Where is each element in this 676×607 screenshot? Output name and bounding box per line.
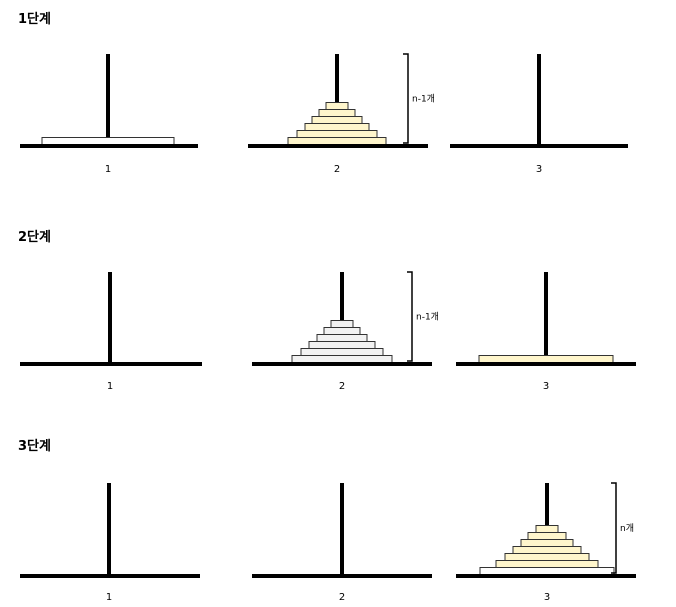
step-1-count-label: n-1개 xyxy=(412,94,435,105)
step-2-tower-2-disk-3 xyxy=(308,341,376,349)
step-2-tower-2-disk-1 xyxy=(291,355,393,363)
step-2-tower-2-disk-6 xyxy=(330,320,354,328)
step-3-title: 3단계 xyxy=(18,439,51,454)
step-1-tower-1-disk-1 xyxy=(41,137,175,145)
step-2-tower-2-label: 2 xyxy=(339,381,345,392)
step-3-count-bracket xyxy=(611,482,617,574)
step-3-tower-3-disk-6 xyxy=(527,532,567,540)
step-3-tower-2-label: 2 xyxy=(339,592,345,603)
step-1-count-bracket xyxy=(403,53,409,144)
step-1-tower-2-disk-2 xyxy=(296,130,378,138)
step-3-tower-3-disk-3 xyxy=(504,553,590,561)
step-3-tower-3-disk-5 xyxy=(520,539,574,547)
step-1-tower-2-disk-5 xyxy=(318,109,356,117)
step-2-count-label: n-1개 xyxy=(416,312,439,323)
step-1-tower-1-label: 1 xyxy=(105,164,111,175)
step-1-tower-2-label: 2 xyxy=(334,164,340,175)
step-3-tower-3-disk-1 xyxy=(479,567,615,575)
step-3-tower-3-disk-2 xyxy=(495,560,599,568)
step-3-tower-3-disk-7 xyxy=(535,525,559,533)
step-2-tower-2-disk-4 xyxy=(316,334,368,342)
step-1-tower-3-label: 3 xyxy=(536,164,542,175)
step-3-tower-1-label: 1 xyxy=(106,592,112,603)
step-2-tower-2-disk-2 xyxy=(300,348,384,356)
step-1-tower-2-disk-4 xyxy=(311,116,363,124)
step-2-tower-1-label: 1 xyxy=(107,381,113,392)
step-1-tower-2-disk-3 xyxy=(304,123,370,131)
step-1-title: 1단계 xyxy=(18,12,51,27)
step-3-tower-3-label: 3 xyxy=(544,592,550,603)
step-3-count-label: n개 xyxy=(620,523,634,534)
step-1-tower-2-disk-6 xyxy=(325,102,349,110)
step-3-tower-3-disk-4 xyxy=(512,546,582,554)
step-2-tower-3-label: 3 xyxy=(543,381,549,392)
step-2-title: 2단계 xyxy=(18,230,51,245)
step-1-tower-2-disk-1 xyxy=(287,137,387,145)
step-2-tower-2-disk-5 xyxy=(323,327,361,335)
step-2-tower-3-disk-1 xyxy=(478,355,614,363)
step-2-count-bracket xyxy=(407,271,413,362)
